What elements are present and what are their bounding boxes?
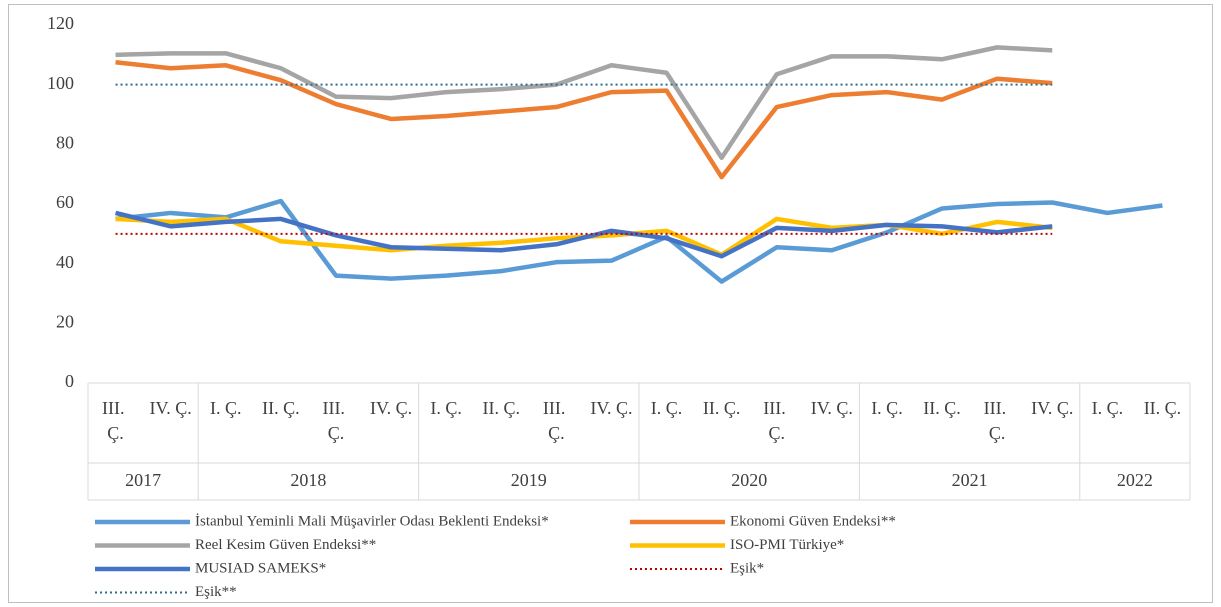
series-line [115,198,1163,284]
x-tick-label: I. Ç. [210,398,242,418]
legend-label: Eşik* [730,560,764,576]
x-group-label: 2022 [1117,470,1153,490]
x-tick-label: II. Ç. [262,398,300,418]
x-tick-label: I. Ç. [651,398,683,418]
chart-border [8,4,1213,603]
x-group-label: 2020 [731,470,767,490]
y-tick-label: 60 [56,192,74,212]
legend-label: Ekonomi Güven Endeksi** [730,513,896,529]
x-tick-label: III. Ç. [322,398,349,443]
x-tick-label: I. Ç. [430,398,462,418]
series-line [115,60,1053,180]
x-tick-label: II. Ç. [703,398,741,418]
x-tick-label: IV. Ç. [370,398,412,418]
x-tick-label: III. Ç. [984,398,1011,443]
x-tick-label: IV. Ç. [811,398,853,418]
x-tick-label: III. Ç. [102,398,129,443]
y-tick-label: 120 [47,13,74,33]
legend-label: MUSIAD SAMEKS* [195,560,326,576]
legend-label: Eşik** [195,584,237,600]
y-tick-label: 80 [56,132,74,152]
series-line [115,45,1053,161]
y-tick-label: 100 [47,73,74,93]
x-tick-label: IV. Ç. [1031,398,1073,418]
x-tick-label: IV. Ç. [590,398,632,418]
x-tick-label: I. Ç. [1092,398,1124,418]
y-tick-label: 20 [56,311,74,331]
x-group-label: 2017 [125,470,161,490]
x-tick-label: III. Ç. [763,398,790,443]
legend-label: Reel Kesim Güven Endeksi** [195,537,376,553]
x-tick-label: II. Ç. [923,398,961,418]
x-tick-label: IV. Ç. [150,398,192,418]
x-group-label: 2021 [952,470,988,490]
x-tick-label: II. Ç. [483,398,521,418]
x-group-label: 2018 [290,470,326,490]
x-tick-label: I. Ç. [871,398,903,418]
x-tick-label: II. Ç. [1144,398,1182,418]
x-group-label: 2019 [511,470,547,490]
legend-label: İstanbul Yeminli Mali Müşavirler Odası B… [195,513,549,529]
y-tick-label: 0 [65,371,74,391]
y-tick-label: 40 [56,252,74,272]
legend-label: ISO-PMI Türkiye* [730,537,844,553]
series-line [115,210,1053,259]
x-tick-label: III. Ç. [543,398,570,443]
